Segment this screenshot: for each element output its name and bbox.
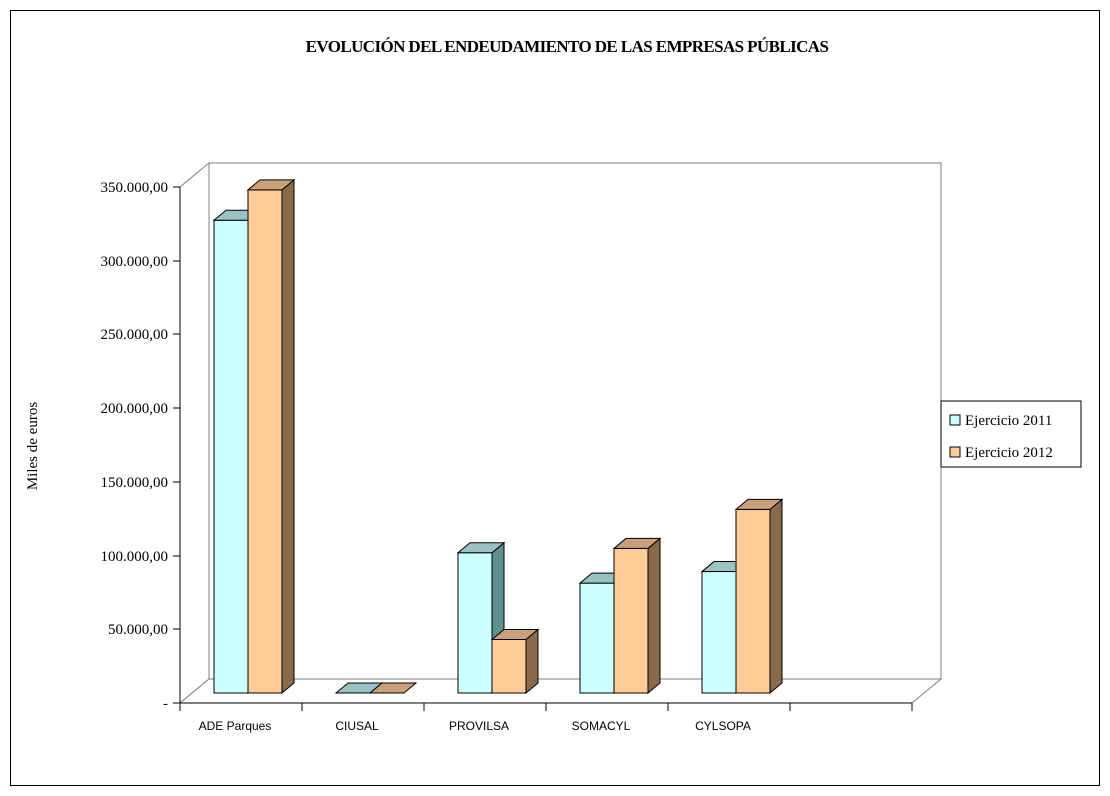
bar (368, 682, 418, 694)
bar-front (247, 189, 283, 694)
bar-top (456, 542, 506, 554)
legend-swatch (949, 446, 961, 458)
x-tick-label: CIUSAL (335, 719, 379, 733)
bar-side (525, 628, 539, 695)
x-axis: ADE Parques CIUSAL PROVILSA SOMACYL CYLSOPA (179, 702, 913, 733)
y-tick-label: 350.000,00 (101, 180, 169, 196)
legend-swatch (949, 414, 961, 426)
x-tick-label: ADE Parques (199, 719, 272, 733)
bar-top (612, 537, 662, 549)
bar (490, 628, 540, 695)
y-tick-label: 50.000,00 (108, 622, 168, 638)
bar (612, 537, 662, 695)
y-tick-label: 100.000,00 (101, 549, 169, 565)
bar-top (490, 629, 540, 641)
y-tick-label: 300.000,00 (101, 254, 169, 270)
bar (734, 498, 784, 695)
legend-box (940, 400, 1082, 468)
bar-side (281, 178, 295, 695)
x-tick-label: CYLSOPA (695, 719, 751, 733)
y-tick-label: 150.000,00 (101, 475, 169, 491)
bar (246, 178, 296, 695)
bars (212, 178, 784, 695)
y-axis: - 50.000,00 100.000,00 150.000,00 200.000,00… (101, 180, 181, 712)
bar-front (735, 508, 771, 694)
y-tick-label: 200.000,00 (101, 401, 169, 417)
chart-title: EVOLUCIÓN DEL ENDEUDAMIENTO DE LAS EMPRE… (306, 37, 829, 56)
back-wall (208, 162, 942, 680)
y-tick-label: - (163, 696, 168, 712)
bar-top (734, 498, 784, 510)
side-wall (179, 161, 210, 705)
bar-front (491, 639, 527, 694)
y-tick-label: 250.000,00 (101, 327, 169, 343)
x-tick-label: PROVILSA (449, 719, 509, 733)
bar-front (613, 547, 649, 694)
legend-entry: Ejercicio 2011 (965, 413, 1052, 429)
y-axis-label: Miles de euros (25, 402, 41, 490)
bar-front (213, 219, 249, 694)
bar-side (647, 537, 661, 695)
bar-side (769, 498, 783, 695)
bar-top (246, 179, 296, 191)
bar-front (701, 571, 737, 694)
bar-front (457, 552, 493, 694)
x-tick-label: SOMACYL (572, 719, 631, 733)
legend: Ejercicio 2011 Ejercicio 2012 (940, 400, 1082, 468)
bar-top (368, 682, 418, 694)
bar-front (579, 582, 615, 694)
legend-entry: Ejercicio 2012 (965, 445, 1053, 461)
